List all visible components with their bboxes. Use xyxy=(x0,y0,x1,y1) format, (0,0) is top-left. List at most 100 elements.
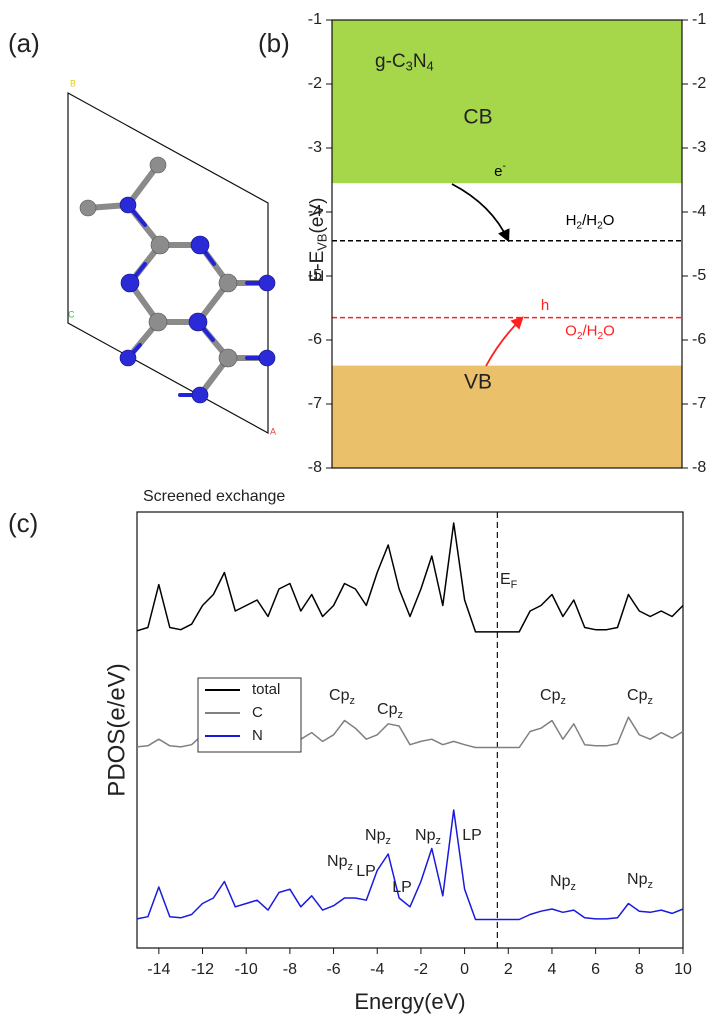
axis-label: B xyxy=(70,78,76,88)
x-tick-label: -4 xyxy=(370,961,384,978)
text-part: Np xyxy=(327,853,348,870)
axis-label: A xyxy=(270,426,276,436)
text-part: Cp xyxy=(377,701,398,718)
panel-label: (a) xyxy=(8,28,40,58)
text-part: z xyxy=(348,861,353,873)
text-part: E xyxy=(500,571,511,588)
band xyxy=(332,366,682,468)
x-tick-label: -12 xyxy=(191,961,214,978)
x-tick-label: 10 xyxy=(674,961,692,978)
x-tick-label: -2 xyxy=(414,961,428,978)
band xyxy=(332,20,682,183)
x-tick-label: -6 xyxy=(326,961,340,978)
legend-label: C xyxy=(252,704,263,721)
text-part: g-C xyxy=(375,51,406,72)
peak-label: Npz xyxy=(365,827,391,846)
text-part: z xyxy=(350,695,355,707)
legend-label: N xyxy=(252,727,263,744)
text-part: Np xyxy=(365,827,386,844)
peak-label: LP xyxy=(392,879,412,896)
text-part: O xyxy=(565,323,577,340)
text-part: Cp xyxy=(627,687,648,704)
peak-label: Cpz xyxy=(377,701,403,720)
panel-label: (b) xyxy=(258,28,290,58)
x-tick-label: -8 xyxy=(283,961,297,978)
text-part: F xyxy=(511,579,518,591)
pdos-curve xyxy=(137,810,683,920)
x-tick-label: 0 xyxy=(460,961,469,978)
text-part: z xyxy=(648,695,653,707)
y-tick-label: -1 xyxy=(308,11,322,28)
x-tick-label: 6 xyxy=(591,961,600,978)
text-part: /H xyxy=(582,212,597,229)
y-axis-label: PDOS(e/eV) xyxy=(103,663,130,796)
text-part: O xyxy=(603,212,615,229)
fermi-label: EF xyxy=(500,571,518,590)
peak-label: Cpz xyxy=(540,687,566,706)
y-tick-label: -5 xyxy=(692,267,706,284)
text-part: Np xyxy=(627,871,648,888)
axis-label: C xyxy=(68,309,75,319)
peak-label: Npz xyxy=(550,873,576,892)
chart-title: Screened exchange xyxy=(143,488,285,505)
y-tick-label: -7 xyxy=(692,395,706,412)
x-tick-label: -14 xyxy=(147,961,170,978)
panel-label: (c) xyxy=(8,508,38,538)
x-axis-label: Energy(eV) xyxy=(354,989,465,1014)
y-tick-label: -4 xyxy=(692,203,706,220)
text-part: e xyxy=(494,163,502,180)
level-label: O2/H2O xyxy=(565,323,615,342)
y-tick-label: -7 xyxy=(308,395,322,412)
text-part: LP xyxy=(462,827,482,844)
peak-label: LP xyxy=(462,827,482,844)
text-part: z xyxy=(561,695,566,707)
figure: (a) B C A (b)CBVBH2/H2OO2/H2Og-C3N4e-h-1… xyxy=(0,0,710,1022)
text-part: LP xyxy=(356,863,376,880)
text-part: z xyxy=(436,835,441,847)
text-part: Cp xyxy=(329,687,350,704)
text-part: z xyxy=(398,709,403,721)
text-part: E-E xyxy=(307,251,328,283)
x-tick-label: 8 xyxy=(635,961,644,978)
structure xyxy=(68,93,275,433)
text-part: h xyxy=(541,297,549,314)
x-tick-label: 2 xyxy=(504,961,513,978)
text-part: z xyxy=(571,881,576,893)
text-part: VB xyxy=(315,234,330,251)
text-part: (eV) xyxy=(307,198,328,234)
material-label: g-C3N4 xyxy=(375,51,434,74)
band-label: CB xyxy=(463,106,492,129)
y-tick-label: -8 xyxy=(308,459,322,476)
x-tick-label: -10 xyxy=(235,961,258,978)
text-part: /H xyxy=(583,323,598,340)
text-part: 3 xyxy=(406,59,413,74)
peak-label: Npz xyxy=(327,853,353,872)
y-tick-label: -6 xyxy=(692,331,706,348)
y-tick-label: -6 xyxy=(308,331,322,348)
peak-label: Cpz xyxy=(627,687,653,706)
y-tick-label: -2 xyxy=(692,75,706,92)
text-part: Np xyxy=(415,827,436,844)
y-tick-label: -2 xyxy=(308,75,322,92)
text-part: O xyxy=(603,323,615,340)
text-part: H xyxy=(566,212,577,229)
electron-arrow xyxy=(452,184,508,240)
text-part: - xyxy=(502,161,505,172)
carrier-label: h xyxy=(541,297,549,314)
text-part: Np xyxy=(550,873,571,890)
peak-label: LP xyxy=(356,863,376,880)
hole-arrow xyxy=(486,318,522,366)
y-tick-label: -8 xyxy=(692,459,706,476)
y-tick-label: -1 xyxy=(692,11,706,28)
text-part: 4 xyxy=(427,59,434,74)
x-tick-label: 4 xyxy=(548,961,557,978)
y-tick-label: -3 xyxy=(692,139,706,156)
peak-label: Npz xyxy=(415,827,441,846)
legend-label: total xyxy=(252,681,280,698)
text-part: LP xyxy=(392,879,412,896)
peak-label: Npz xyxy=(627,871,653,890)
text-part: z xyxy=(648,879,653,891)
text-part: z xyxy=(386,835,391,847)
text-part: N xyxy=(413,51,427,72)
pdos-curve xyxy=(137,523,683,632)
